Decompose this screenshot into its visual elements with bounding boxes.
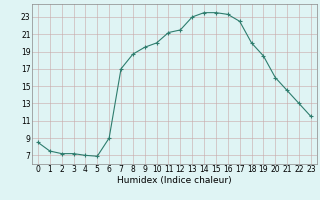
X-axis label: Humidex (Indice chaleur): Humidex (Indice chaleur): [117, 176, 232, 185]
